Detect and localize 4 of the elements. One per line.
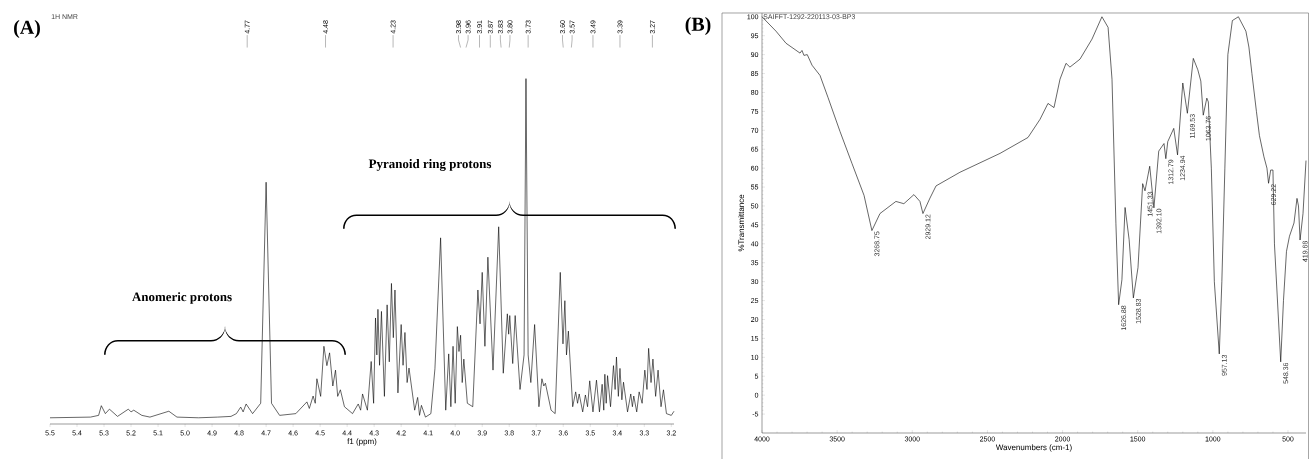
annotation: Anomeric protons	[132, 292, 232, 304]
chart-title: (B)	[685, 16, 711, 36]
chart-title: (A)	[14, 19, 40, 39]
annotation: Pyranoid ring protons	[368, 159, 492, 171]
